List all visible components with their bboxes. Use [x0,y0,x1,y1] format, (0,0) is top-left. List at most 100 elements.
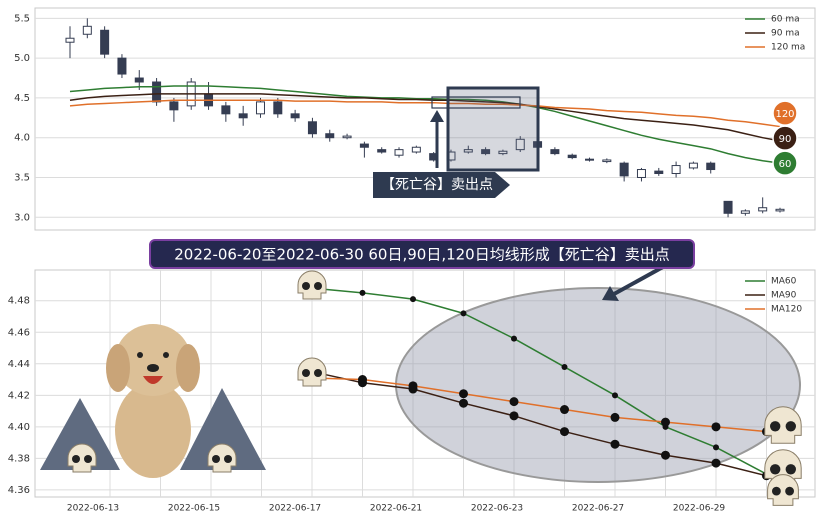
candle-body [65,37,75,43]
banner [149,239,695,269]
candle-body [740,210,750,214]
end-badge [772,150,798,176]
pointer-head [602,286,619,301]
dog-eye [137,352,143,358]
ma-point [612,392,618,399]
dog-nose [147,364,159,372]
ma-point [561,363,568,370]
ma-point [610,412,620,422]
candle-body [619,162,629,177]
end-badge [772,125,798,151]
y-tick-label: 3.5 [14,172,30,183]
legend-label: 60 ma [771,15,800,25]
legend-label: 120 ma [771,43,805,53]
ma-point [661,417,670,427]
x-tick-label: 2022-06-21 [370,504,422,514]
skull-eye [314,369,322,377]
arrow-head [430,110,444,122]
candle-body [515,138,525,151]
candle-body [463,149,473,153]
end-badge-label: 90 [779,134,792,145]
highlight-box [446,86,540,172]
y-tick-label: 4.38 [8,453,30,464]
ma-line [311,370,767,477]
ma-line [69,93,781,142]
candle-body [221,105,231,115]
skull-eye [770,464,781,475]
y-tick-label: 4.48 [8,296,30,307]
candle-body [550,149,560,155]
candle-body [100,29,110,55]
skull-eye [84,455,92,463]
candle-body [238,113,248,119]
candle-body [723,200,733,214]
y-tick-label: 4.36 [8,485,30,496]
ma-point [511,335,517,342]
x-tick-label: 2022-06-15 [168,504,220,514]
legend-label: 90 ma [771,29,800,39]
candle-body [498,150,508,155]
y-tick-label: 4.5 [14,93,30,104]
end-badge [772,100,798,126]
candle-body [255,101,265,115]
legend-label: MA120 [771,305,802,315]
dog-ear [176,344,200,392]
skull [764,406,802,444]
ma-point [459,398,468,408]
ma-point [560,427,569,437]
candle-body [636,169,646,178]
y-tick-label: 4.44 [8,359,30,370]
y-tick-label: 4.42 [8,390,30,401]
candle-body [325,133,335,139]
candle-body [411,146,421,153]
candle-body [394,149,404,156]
y-tick-label: 3.0 [14,212,30,223]
ma-point [408,381,418,391]
ma-point [410,296,416,303]
highlight-small [431,96,521,109]
legend-label: MA60 [771,277,797,287]
dog-ear [106,344,130,392]
candle-body [117,57,127,75]
y-tick-label: 4.40 [8,422,30,433]
candle-body [775,208,785,212]
candle-body [654,170,664,175]
ma-point [610,439,620,449]
candle-body [758,207,768,212]
skull [297,357,327,387]
annotation: 【死亡谷】卖出点 [381,177,493,193]
banner-title: 2022-06-20至2022-06-30 60日,90日,120日均线形成【死… [174,246,669,264]
ma-line [69,99,781,128]
candle-body [585,158,595,161]
ma-point [358,375,367,385]
mountain [40,398,120,470]
skull-eye [224,455,232,463]
skull-eye [772,486,781,496]
candle-body [152,81,162,103]
ma-point [560,405,569,415]
bottom-frame [34,269,816,498]
ma-point [661,450,670,460]
ma-point [711,422,721,432]
y-tick-label: 5.5 [14,13,30,24]
candle-body [82,25,92,35]
skull-eye [212,455,220,463]
skull [767,474,799,506]
ma-point [459,389,468,399]
skull [207,443,237,473]
skull [297,270,327,300]
top-frame [34,7,816,231]
skull-eye [785,464,796,475]
candle-body [290,113,300,119]
candle-body [567,154,577,159]
end-badge-label: 60 [779,159,792,170]
candle-body [481,149,491,155]
dog-head [115,324,191,396]
candle-body [671,165,681,175]
ma-line [311,287,767,475]
skull-eye [302,369,310,377]
candle-body [169,101,179,111]
ma-point [711,458,721,468]
dog-eye [163,352,169,358]
